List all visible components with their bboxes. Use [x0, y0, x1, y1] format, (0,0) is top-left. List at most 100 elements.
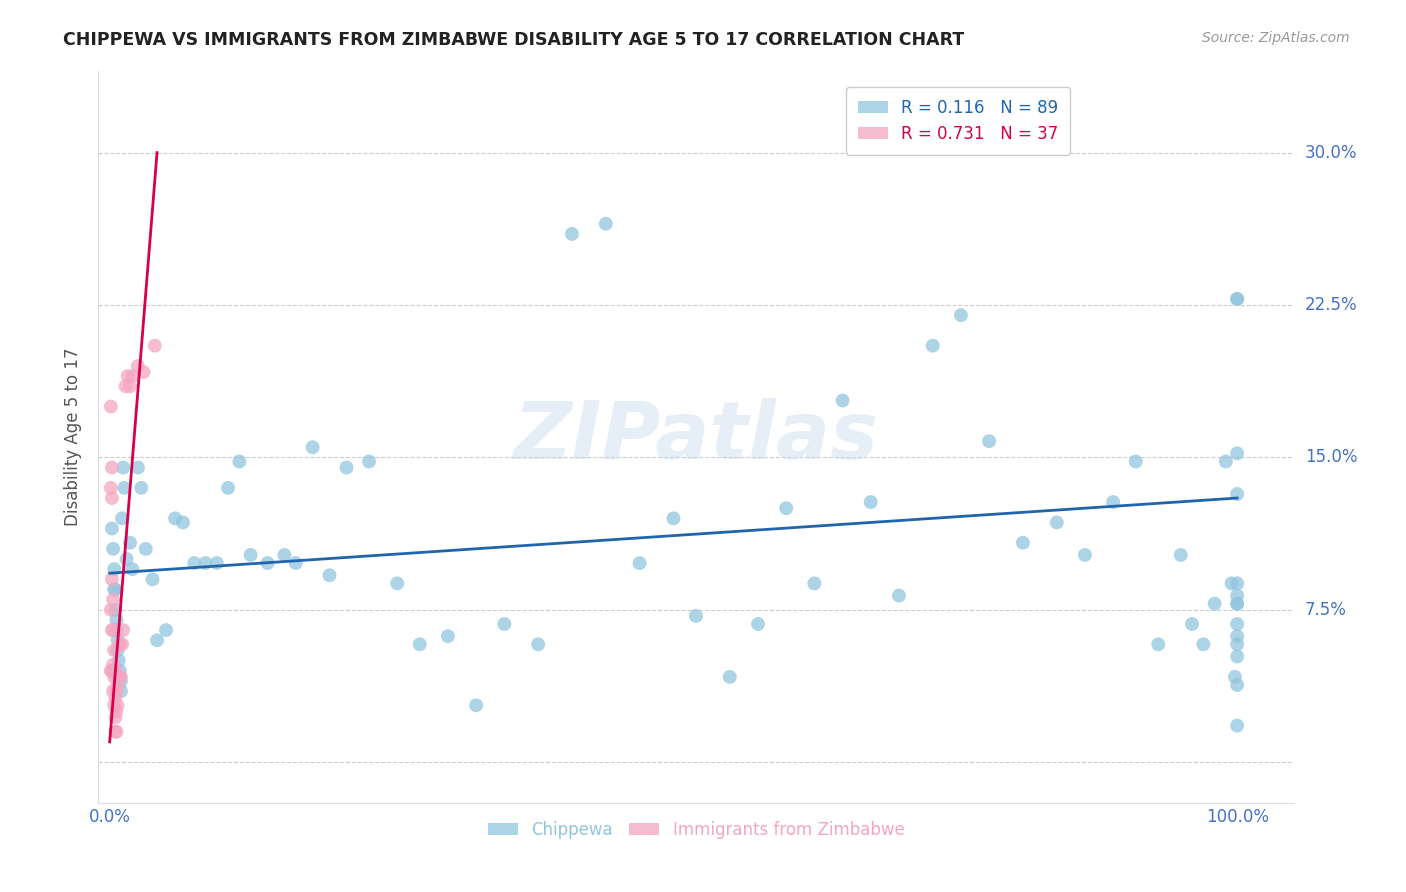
Point: [831, 393, 853, 408]
Point: [465, 698, 488, 713]
Point: [335, 460, 357, 475]
Point: [101, 572, 124, 586]
Point: [107, 670, 129, 684]
Point: [127, 359, 149, 373]
Point: [101, 684, 124, 698]
Point: [494, 617, 516, 632]
Point: [217, 481, 239, 495]
Point: [662, 511, 685, 525]
Point: [155, 623, 177, 637]
Point: [385, 576, 409, 591]
Point: [1125, 454, 1147, 468]
Point: [112, 481, 135, 495]
Point: [1074, 548, 1097, 562]
Point: [165, 511, 187, 525]
Point: [1192, 637, 1215, 651]
Point: [146, 633, 169, 648]
Point: [803, 576, 825, 591]
Point: [859, 495, 882, 509]
Point: [1226, 718, 1249, 732]
Point: [1226, 617, 1249, 632]
Point: [129, 481, 152, 495]
Point: [105, 613, 128, 627]
Point: [1226, 597, 1249, 611]
Point: [104, 690, 127, 705]
Point: [949, 308, 972, 322]
Point: [105, 684, 128, 698]
Point: [1226, 637, 1249, 651]
Point: [256, 556, 278, 570]
Point: [100, 400, 122, 414]
Text: 7.5%: 7.5%: [1305, 601, 1347, 619]
Point: [117, 369, 139, 384]
Point: [1102, 495, 1125, 509]
Point: [1226, 292, 1249, 306]
Point: [101, 521, 124, 535]
Point: [101, 623, 124, 637]
Point: [1012, 535, 1035, 549]
Point: [183, 556, 205, 570]
Text: ZIPatlas: ZIPatlas: [513, 398, 879, 476]
Point: [1220, 576, 1243, 591]
Point: [977, 434, 1000, 449]
Point: [1226, 589, 1249, 603]
Point: [1046, 516, 1069, 530]
Point: [437, 629, 460, 643]
Point: [103, 582, 125, 597]
Point: [103, 670, 125, 684]
Point: [100, 664, 122, 678]
Point: [1226, 597, 1249, 611]
Point: [1226, 487, 1249, 501]
Point: [105, 724, 128, 739]
Point: [101, 664, 124, 678]
Y-axis label: Disability Age 5 to 17: Disability Age 5 to 17: [65, 348, 83, 526]
Legend: Chippewa, Immigrants from Zimbabwe: Chippewa, Immigrants from Zimbabwe: [481, 814, 911, 846]
Text: 22.5%: 22.5%: [1305, 296, 1357, 314]
Point: [101, 623, 124, 637]
Point: [1226, 446, 1249, 460]
Point: [118, 535, 141, 549]
Point: [1226, 649, 1249, 664]
Point: [104, 710, 127, 724]
Point: [357, 454, 380, 468]
Point: [101, 657, 124, 672]
Point: [115, 552, 138, 566]
Point: [108, 664, 131, 678]
Point: [107, 633, 129, 648]
Point: [887, 589, 910, 603]
Point: [194, 556, 217, 570]
Point: [1226, 292, 1249, 306]
Point: [121, 562, 143, 576]
Point: [1223, 670, 1246, 684]
Point: [107, 654, 129, 668]
Point: [1204, 597, 1226, 611]
Point: [318, 568, 340, 582]
Point: [1181, 617, 1204, 632]
Point: [101, 592, 124, 607]
Point: [561, 227, 583, 241]
Point: [101, 460, 124, 475]
Point: [103, 698, 125, 713]
Point: [527, 637, 550, 651]
Point: [107, 643, 129, 657]
Point: [205, 556, 228, 570]
Point: [105, 705, 128, 719]
Point: [107, 678, 129, 692]
Point: [1170, 548, 1192, 562]
Point: [1147, 637, 1170, 651]
Point: [118, 379, 141, 393]
Point: [108, 637, 131, 651]
Point: [141, 572, 163, 586]
Point: [121, 369, 143, 384]
Point: [103, 562, 125, 576]
Point: [111, 511, 134, 525]
Point: [104, 603, 127, 617]
Point: [103, 643, 125, 657]
Point: [112, 623, 135, 637]
Text: Source: ZipAtlas.com: Source: ZipAtlas.com: [1202, 31, 1350, 45]
Point: [1215, 454, 1237, 468]
Point: [1226, 576, 1249, 591]
Point: [112, 460, 135, 475]
Point: [101, 491, 124, 505]
Point: [100, 603, 122, 617]
